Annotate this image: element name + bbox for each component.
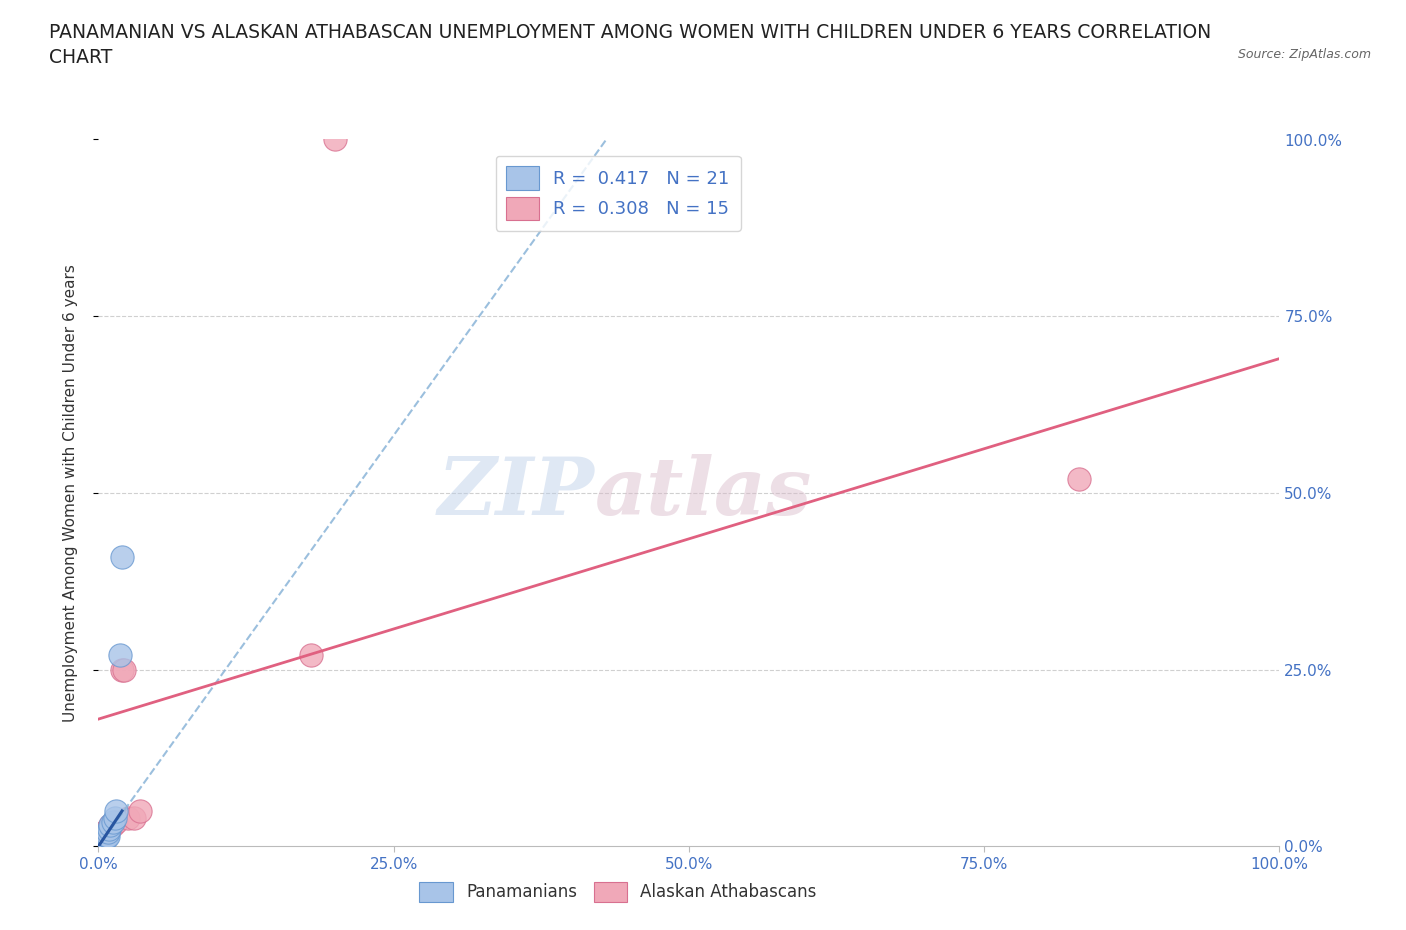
Point bbox=[117, 811, 139, 826]
Point bbox=[90, 835, 112, 850]
Point bbox=[87, 837, 110, 852]
Point bbox=[112, 662, 135, 677]
Text: PANAMANIAN VS ALASKAN ATHABASCAN UNEMPLOYMENT AMONG WOMEN WITH CHILDREN UNDER 6 : PANAMANIAN VS ALASKAN ATHABASCAN UNEMPLO… bbox=[49, 23, 1212, 42]
Point bbox=[105, 814, 128, 829]
Point bbox=[91, 831, 114, 846]
Point bbox=[101, 814, 124, 829]
Point bbox=[91, 829, 114, 844]
Point bbox=[128, 804, 150, 818]
Point bbox=[91, 833, 114, 848]
Point bbox=[90, 834, 112, 849]
Point bbox=[97, 825, 120, 840]
Point bbox=[87, 835, 110, 850]
Point bbox=[122, 811, 145, 826]
Point bbox=[111, 549, 134, 564]
Point bbox=[101, 817, 124, 832]
Point bbox=[1067, 472, 1090, 486]
Point bbox=[94, 830, 117, 845]
Point bbox=[97, 829, 120, 844]
Point bbox=[97, 821, 120, 836]
Point bbox=[87, 839, 110, 854]
Y-axis label: Unemployment Among Women with Children Under 6 years: Unemployment Among Women with Children U… bbox=[63, 264, 77, 722]
Point bbox=[323, 132, 346, 147]
Point bbox=[87, 839, 110, 854]
Text: ZIP: ZIP bbox=[437, 454, 595, 532]
Point bbox=[104, 811, 127, 826]
Point bbox=[299, 648, 322, 663]
Point bbox=[87, 839, 110, 854]
Point bbox=[93, 831, 115, 846]
Text: Source: ZipAtlas.com: Source: ZipAtlas.com bbox=[1237, 48, 1371, 61]
Text: atlas: atlas bbox=[595, 454, 811, 532]
Point bbox=[93, 825, 115, 840]
Point bbox=[98, 817, 121, 832]
Point bbox=[98, 817, 121, 832]
Point bbox=[105, 804, 128, 818]
Point bbox=[111, 662, 134, 677]
Point bbox=[108, 648, 131, 663]
Legend: Panamanians, Alaskan Athabascans: Panamanians, Alaskan Athabascans bbox=[413, 875, 824, 909]
Point bbox=[98, 821, 121, 836]
Point bbox=[96, 829, 118, 844]
Point bbox=[87, 837, 110, 852]
Text: CHART: CHART bbox=[49, 48, 112, 67]
